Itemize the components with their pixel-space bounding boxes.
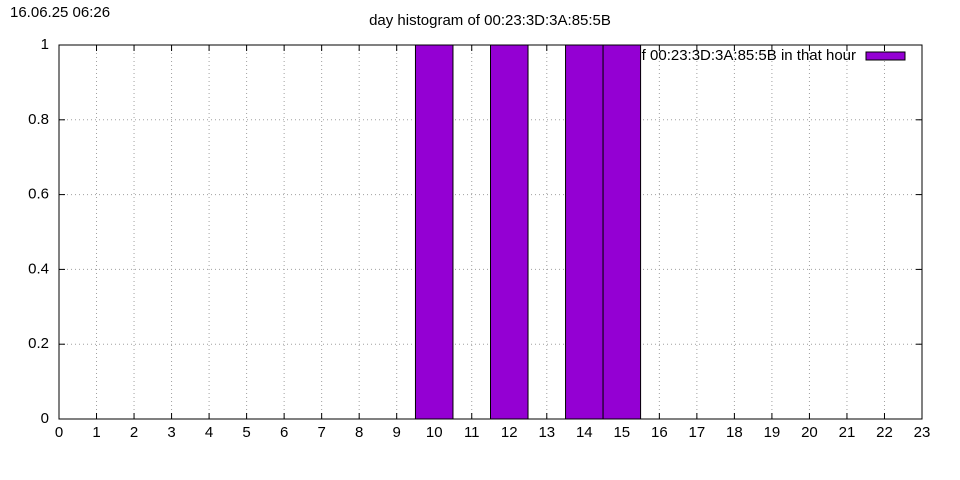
bar xyxy=(414,44,454,420)
x-tick-label: 0 xyxy=(55,424,63,441)
x-tick-label: 5 xyxy=(242,424,250,441)
y-tick-label: 1 xyxy=(41,36,49,53)
timestamp: 16.06.25 06:26 xyxy=(10,4,110,21)
y-tick-label: 0.4 xyxy=(28,260,49,277)
x-tick-label: 3 xyxy=(167,424,175,441)
x-tick-label: 9 xyxy=(393,424,401,441)
x-tick-label: 11 xyxy=(464,424,480,441)
x-tick-label: 12 xyxy=(501,424,518,441)
bar xyxy=(602,44,642,420)
x-tick-label: 6 xyxy=(280,424,288,441)
x-tick-label: 4 xyxy=(205,424,213,441)
x-tick-label: 20 xyxy=(801,424,818,441)
y-tick-label: 0.8 xyxy=(28,111,49,128)
x-tick-label: 21 xyxy=(839,424,856,441)
legend-label: sightings of 00:23:3D:3A:85:5B in that h… xyxy=(570,47,856,64)
bar xyxy=(490,44,529,420)
x-tick-label: 16 xyxy=(651,424,668,441)
y-tick-label: 0 xyxy=(41,410,49,427)
legend-swatch xyxy=(865,51,906,61)
y-tick-label: 0.6 xyxy=(28,186,49,203)
x-tick-label: 7 xyxy=(317,424,325,441)
x-tick-label: 17 xyxy=(689,424,706,441)
x-tick-label: 19 xyxy=(764,424,781,441)
x-tick-label: 1 xyxy=(92,424,100,441)
bar xyxy=(565,44,604,420)
x-tick-label: 8 xyxy=(355,424,363,441)
y-tick-label: 0.2 xyxy=(28,335,49,352)
x-tick-label: 2 xyxy=(130,424,138,441)
chart-title: day histogram of 00:23:3D:3A:85:5B xyxy=(369,12,611,29)
plot-border xyxy=(58,44,923,420)
x-tick-label: 22 xyxy=(876,424,893,441)
x-tick-label: 15 xyxy=(613,424,630,441)
x-tick-label: 10 xyxy=(426,424,443,441)
x-tick-label: 23 xyxy=(914,424,931,441)
x-tick-label: 18 xyxy=(726,424,743,441)
x-tick-label: 13 xyxy=(538,424,555,441)
x-tick-label: 14 xyxy=(576,424,593,441)
